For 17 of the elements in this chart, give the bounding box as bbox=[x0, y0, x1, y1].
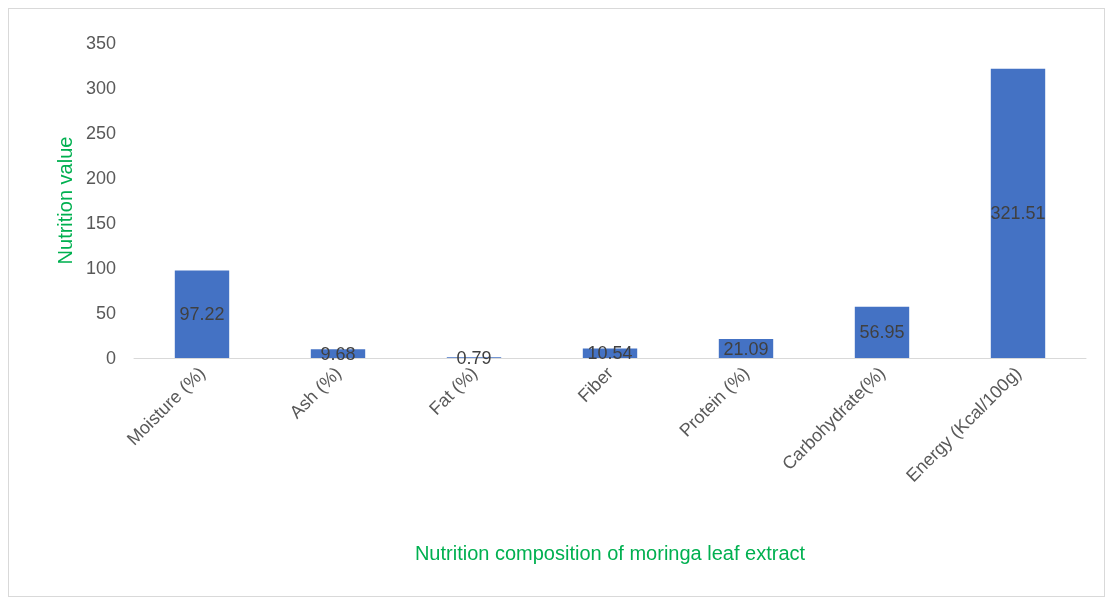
y-tick-label: 150 bbox=[85, 213, 116, 233]
y-tick-label: 50 bbox=[95, 303, 116, 323]
data-label: 56.95 bbox=[859, 322, 905, 343]
y-tick-label: 350 bbox=[85, 33, 116, 53]
data-label: 321.51 bbox=[990, 203, 1046, 224]
x-axis-title: Nutrition composition of moringa leaf extract bbox=[414, 542, 806, 564]
y-tick-label: 300 bbox=[85, 78, 116, 98]
y-axis-title: Nutrition value bbox=[54, 136, 77, 265]
bar bbox=[174, 270, 230, 358]
bar bbox=[990, 68, 1046, 358]
y-tick-label: 200 bbox=[85, 168, 116, 188]
y-tick-label: 250 bbox=[85, 123, 116, 143]
data-label: 21.09 bbox=[723, 338, 769, 359]
y-tick-label: 0 bbox=[105, 348, 116, 368]
y-tick-label: 100 bbox=[85, 258, 116, 278]
data-label: 97.22 bbox=[179, 304, 225, 325]
x-tick-label: Ash (%) bbox=[285, 362, 346, 423]
